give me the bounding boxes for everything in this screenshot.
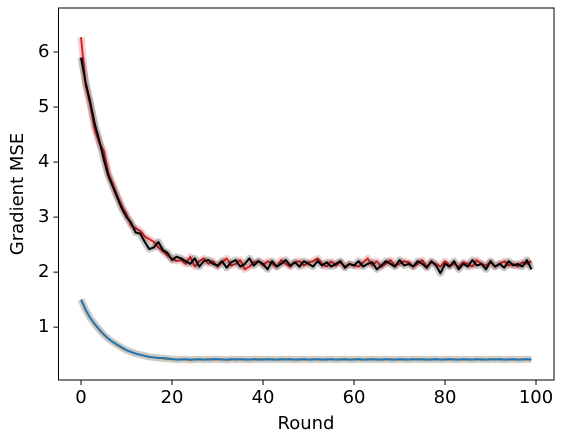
line	[80, 37, 532, 271]
x-axis-label: Round	[278, 413, 335, 434]
x-tick-label: 0	[75, 387, 86, 408]
y-tick-label: 4	[38, 151, 49, 172]
line	[80, 299, 532, 361]
x-tick-label: 100	[519, 387, 553, 408]
line	[80, 299, 532, 362]
x-tick-label: 80	[434, 387, 457, 408]
line-band	[77, 298, 532, 364]
y-tick-label: 5	[38, 96, 49, 117]
x-tick-label: 60	[343, 387, 366, 408]
y-tick-label: 6	[38, 41, 49, 62]
line-band	[77, 298, 532, 364]
y-tick-label: 3	[38, 206, 49, 227]
line-band	[77, 36, 534, 273]
line	[80, 57, 533, 275]
y-axis-label: Gradient MSE	[7, 133, 28, 255]
x-tick-label: 20	[161, 387, 184, 408]
y-tick-label: 2	[38, 261, 49, 282]
y-tick-label: 1	[38, 316, 49, 337]
plot-frame	[58, 7, 555, 381]
x-tick-label: 40	[252, 387, 275, 408]
